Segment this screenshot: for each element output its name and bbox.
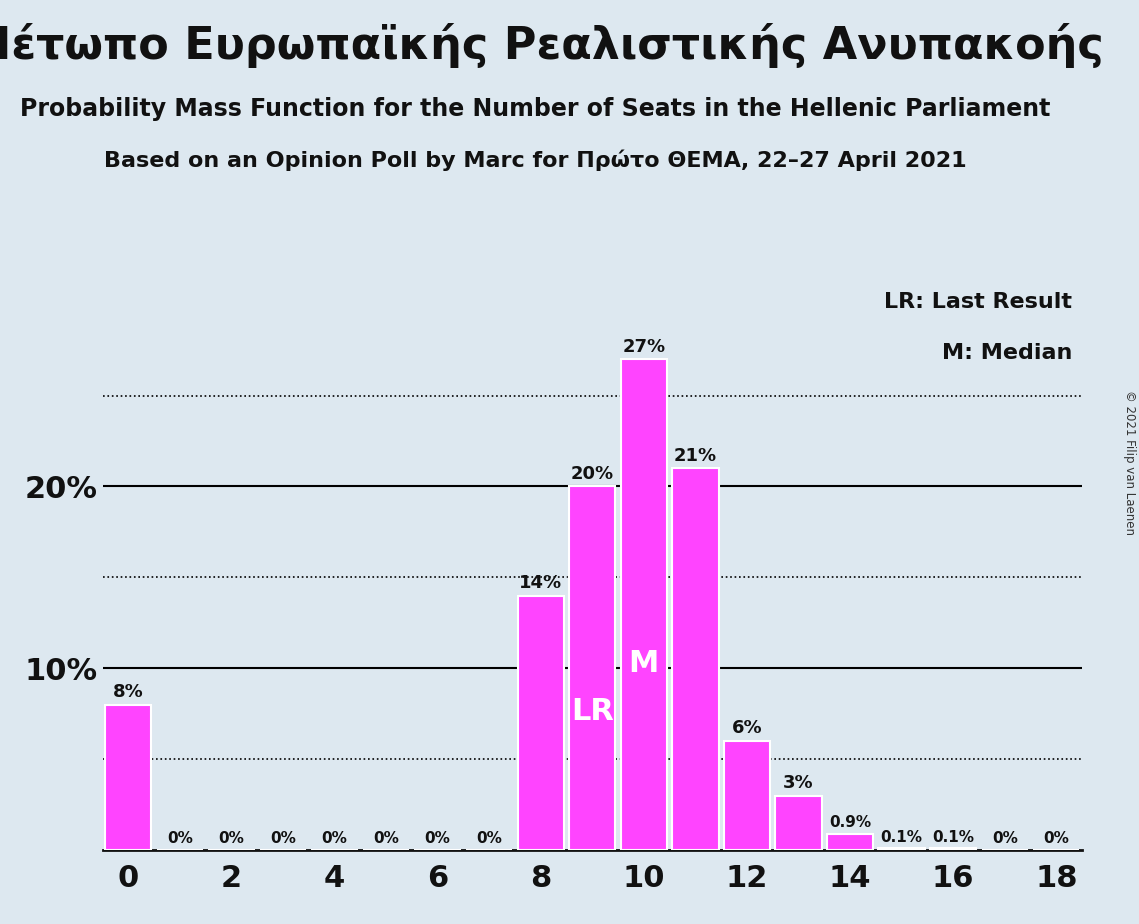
Bar	[827, 833, 874, 850]
Text: 0.9%: 0.9%	[829, 815, 871, 830]
Bar	[672, 468, 719, 850]
Text: 0%: 0%	[476, 832, 502, 846]
Text: 14%: 14%	[519, 574, 563, 592]
Text: 0%: 0%	[374, 832, 399, 846]
Text: 0%: 0%	[321, 832, 347, 846]
Text: 0%: 0%	[992, 832, 1017, 846]
Text: 0%: 0%	[425, 832, 451, 846]
Bar	[570, 486, 615, 850]
Bar	[878, 848, 925, 850]
Text: Μέτωπο Ευρωπαϊκής Ρεαλιστικής Ανυπακοής: Μέτωπο Ευρωπαϊκής Ρεαλιστικής Ανυπακοής	[0, 23, 1104, 68]
Text: 0%: 0%	[1043, 832, 1070, 846]
Text: LR: LR	[571, 698, 614, 726]
Text: Probability Mass Function for the Number of Seats in the Hellenic Parliament: Probability Mass Function for the Number…	[21, 97, 1050, 121]
Text: 20%: 20%	[571, 465, 614, 483]
Text: 21%: 21%	[674, 446, 716, 465]
Text: 27%: 27%	[622, 337, 665, 356]
Text: 0.1%: 0.1%	[932, 830, 974, 845]
Text: 0%: 0%	[270, 832, 296, 846]
Text: 6%: 6%	[731, 720, 762, 737]
Bar	[517, 596, 564, 850]
Text: 0%: 0%	[167, 832, 192, 846]
Text: LR: Last Result: LR: Last Result	[884, 292, 1072, 312]
Text: M: Median: M: Median	[942, 343, 1072, 363]
Bar	[776, 796, 821, 850]
Text: 0.1%: 0.1%	[880, 830, 923, 845]
Bar	[105, 705, 151, 850]
Text: 8%: 8%	[113, 683, 144, 701]
Bar	[621, 359, 667, 850]
Text: © 2021 Filip van Laenen: © 2021 Filip van Laenen	[1123, 390, 1137, 534]
Bar	[929, 848, 976, 850]
Text: 3%: 3%	[784, 774, 813, 792]
Text: M: M	[629, 649, 659, 678]
Text: 0%: 0%	[219, 832, 245, 846]
Bar	[723, 741, 770, 850]
Text: Based on an Opinion Poll by Marc for Πρώτο ΘΕΜΑ, 22–27 April 2021: Based on an Opinion Poll by Marc for Πρώ…	[104, 150, 967, 171]
